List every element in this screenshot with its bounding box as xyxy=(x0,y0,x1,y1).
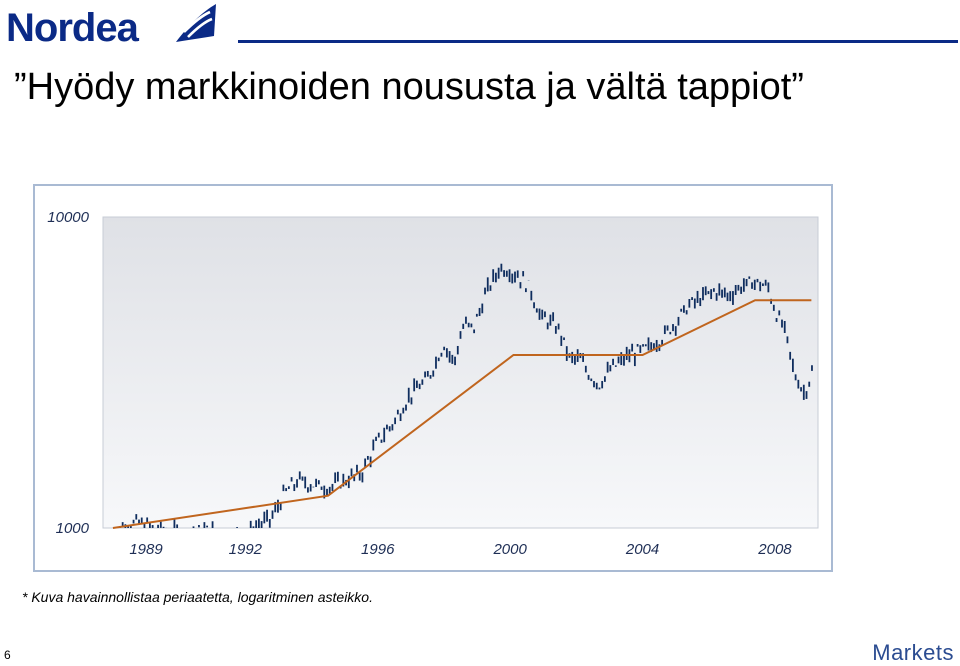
nordea-wordmark: Nordea xyxy=(6,6,139,50)
header-rule xyxy=(238,40,958,43)
plot-area xyxy=(102,216,819,529)
x-tick-label: 1989 xyxy=(129,541,163,558)
protected-level-line xyxy=(112,299,812,529)
nordea-logo: Nordea xyxy=(6,2,218,50)
x-tick-label: 2004 xyxy=(625,541,659,558)
x-tick-label: 2000 xyxy=(492,541,527,558)
markets-label: Markets xyxy=(872,640,954,665)
slide-title: ”Hyödy markkinoiden noususta ja vältä ta… xyxy=(14,66,804,108)
x-tick-label: 2008 xyxy=(757,541,792,558)
y-tick-label: 10000 xyxy=(47,209,89,226)
index-chart: 1989 1992 1996 2000 2004 2008 1000 10000 xyxy=(47,209,819,558)
x-tick-label: 1996 xyxy=(361,541,395,558)
x-tick-label: 1992 xyxy=(229,541,263,558)
chart-frame: 1989 1992 1996 2000 2004 2008 1000 10000 xyxy=(33,184,833,572)
sail-icon xyxy=(176,4,216,42)
footnote: * Kuva havainnollistaa periaatetta, loga… xyxy=(22,589,373,605)
y-tick-label: 1000 xyxy=(56,520,90,537)
page-number: 6 xyxy=(4,648,11,662)
